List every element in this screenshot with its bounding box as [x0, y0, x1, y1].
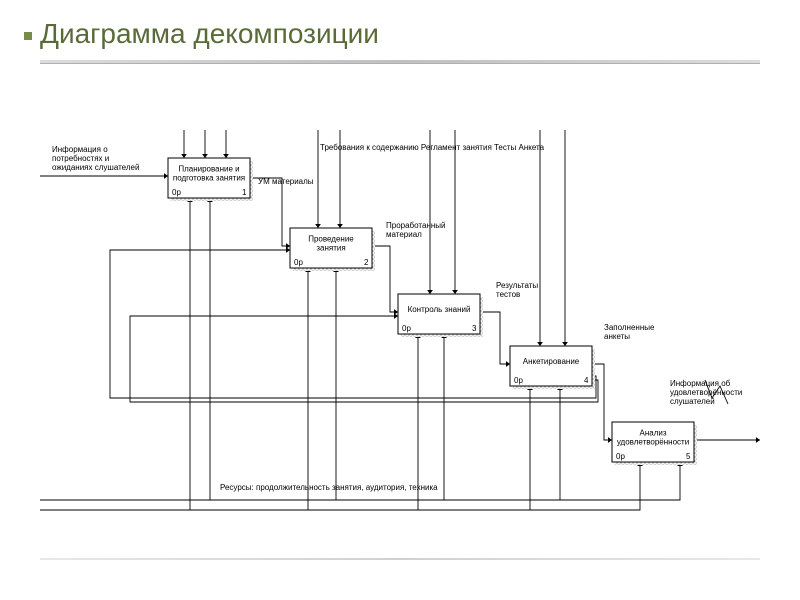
svg-text:Проведение: Проведение: [308, 235, 354, 244]
svg-text:Анализ: Анализ: [639, 429, 666, 438]
page-title: Диаграмма декомпозиции: [40, 18, 379, 50]
svg-text:Планирование и: Планирование и: [178, 165, 239, 174]
svg-text:Ресурсы: продолжительность зан: Ресурсы: продолжительность занятия, ауди…: [220, 483, 438, 492]
svg-text:Проработанный: Проработанный: [386, 221, 445, 230]
svg-text:0р: 0р: [514, 376, 523, 385]
svg-text:слушателей: слушателей: [670, 397, 715, 406]
svg-text:0р: 0р: [294, 258, 303, 267]
svg-text:потребностях и: потребностях и: [52, 154, 109, 163]
svg-text:Заполненные: Заполненные: [604, 323, 655, 332]
svg-text:подготовка занятия: подготовка занятия: [173, 174, 245, 183]
title-bullet: [24, 32, 32, 40]
svg-text:материал: материал: [386, 230, 422, 239]
svg-text:1: 1: [242, 188, 247, 197]
svg-text:анкеты: анкеты: [604, 332, 630, 341]
title-underline: [40, 60, 760, 64]
svg-text:тестов: тестов: [496, 290, 520, 299]
svg-text:2: 2: [364, 258, 369, 267]
svg-text:удовлетворённости: удовлетворённости: [617, 438, 689, 447]
svg-text:3: 3: [472, 324, 477, 333]
decomposition-diagram: Планирование иподготовка занятия 0р 1 Прове…: [40, 90, 760, 530]
svg-text:Контроль знаний: Контроль знаний: [408, 305, 471, 314]
svg-text:0р: 0р: [616, 452, 625, 461]
svg-text:0р: 0р: [172, 188, 181, 197]
svg-text:ожиданиях слушателей: ожиданиях слушателей: [52, 163, 139, 172]
svg-text:Информация о: Информация о: [52, 145, 108, 154]
svg-text:Анкетирование: Анкетирование: [523, 357, 580, 366]
svg-text:удовлетворённости: удовлетворённости: [670, 388, 742, 397]
svg-text:УМ материалы: УМ материалы: [258, 177, 314, 186]
svg-text:Результаты: Результаты: [496, 281, 538, 290]
svg-text:0р: 0р: [402, 324, 411, 333]
svg-text:4: 4: [584, 376, 589, 385]
svg-text:Информация об: Информация об: [670, 379, 731, 388]
footer-line: [40, 558, 760, 560]
svg-text:занятия: занятия: [316, 244, 345, 253]
svg-text:Требования к содержанию Реглам: Требования к содержанию Регламент заняти…: [320, 143, 545, 152]
svg-text:5: 5: [686, 452, 691, 461]
